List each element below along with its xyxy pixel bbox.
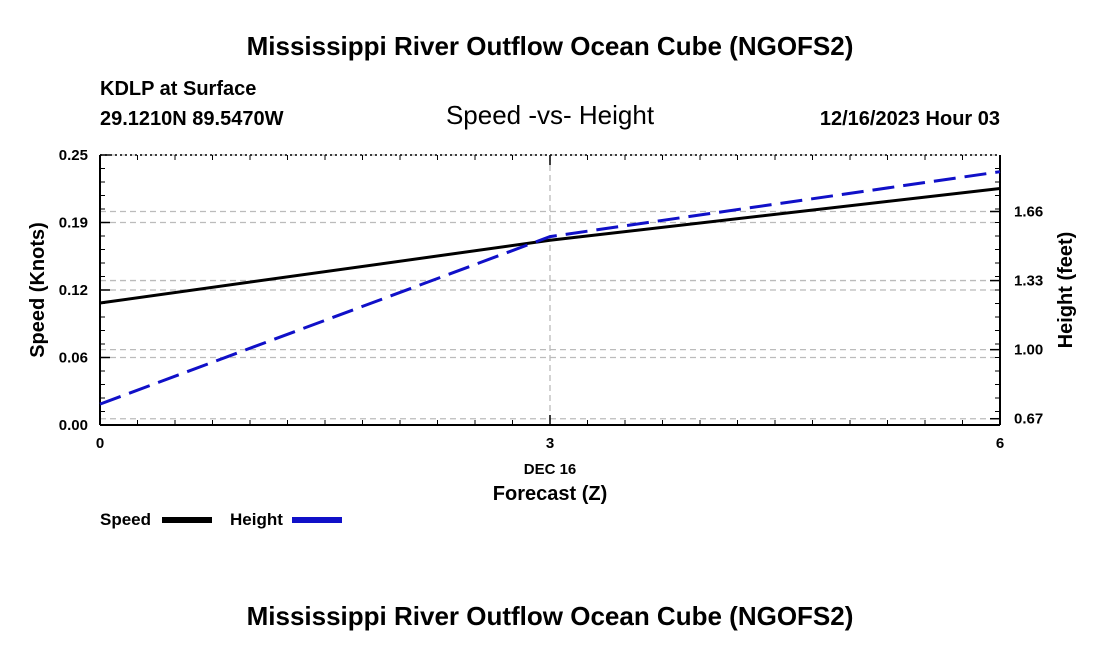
- series: [99, 170, 1001, 406]
- series-line-height: [99, 170, 1001, 406]
- coords-label: 29.1210N 89.5470W: [100, 108, 284, 130]
- y-axis-label: Speed (Knots): [27, 222, 49, 358]
- y2-tick-label-3: 1.66: [1014, 204, 1043, 221]
- x-tick-label-0: 0: [96, 435, 104, 452]
- legend: Speed Height: [100, 510, 342, 529]
- axes: [99, 154, 1001, 426]
- y-tick-label-3: 0.19: [59, 215, 88, 232]
- y2-tick-label-0: 0.67: [1014, 411, 1043, 428]
- tick-labels: 0.00 0.06 0.12 0.19 0.25 0.67 1.00 1.33 1.66 0 3 6: [59, 147, 1043, 452]
- y-tick-label-0: 0.00: [59, 417, 88, 434]
- y-tick-label-4: 0.25: [59, 147, 88, 164]
- chart-title: Speed -vs- Height: [446, 100, 655, 130]
- page-title-bottom: Mississippi River Outflow Ocean Cube (NG…: [247, 601, 854, 631]
- x-axis-label: Forecast (Z): [493, 483, 607, 505]
- datetime-label: 12/16/2023 Hour 03: [820, 108, 1000, 130]
- x-tick-label-2: 6: [996, 435, 1004, 452]
- legend-speed-label: Speed: [100, 510, 151, 529]
- x-tick-label-1: 3: [546, 435, 554, 452]
- y2-tick-label-2: 1.33: [1014, 273, 1043, 290]
- y2-axis-label: Height (feet): [1055, 232, 1077, 349]
- page-title-top: Mississippi River Outflow Ocean Cube (NG…: [247, 31, 854, 61]
- series-line-speed: [99, 187, 1001, 305]
- y2-tick-label-1: 1.00: [1014, 342, 1043, 359]
- station-label: KDLP at Surface: [100, 78, 256, 100]
- y-tick-label-1: 0.06: [59, 350, 88, 367]
- legend-height-label: Height: [230, 510, 283, 529]
- x-date-label: DEC 16: [524, 461, 577, 478]
- grid: [100, 154, 1000, 426]
- y-tick-label-2: 0.12: [59, 282, 88, 299]
